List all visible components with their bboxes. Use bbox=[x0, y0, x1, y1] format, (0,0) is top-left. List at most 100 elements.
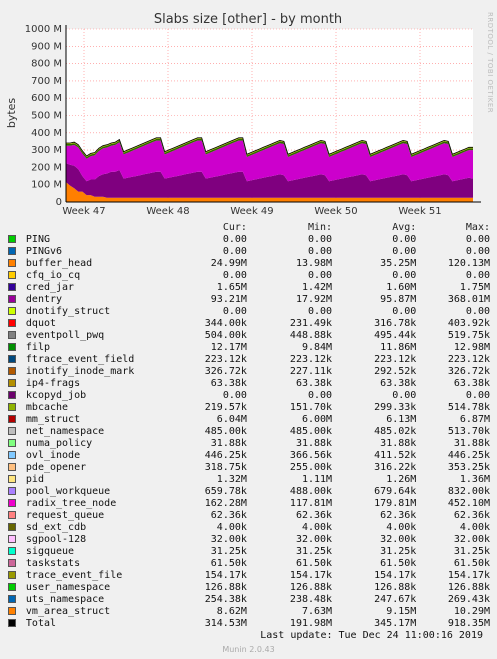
legend-max: 61.50k bbox=[453, 558, 490, 569]
legend-row: filp 12.17M 9.84M 11.86M 12.98M bbox=[8, 342, 490, 354]
legend-avg: 126.88k bbox=[374, 582, 417, 593]
legend-max: 446.25k bbox=[447, 450, 490, 461]
legend-swatch bbox=[8, 270, 18, 282]
legend-row: inotify_inode_mark 326.72k 227.11k 292.52k 3… bbox=[8, 366, 490, 378]
legend-avg: 0.00 bbox=[392, 270, 417, 281]
legend-max: 0.00 bbox=[465, 306, 490, 317]
legend-swatch bbox=[8, 438, 18, 450]
area-series-dentry bbox=[66, 163, 473, 198]
legend-cur: 8.62M bbox=[216, 606, 247, 617]
x-tick-label: Week 51 bbox=[398, 206, 441, 217]
legend-min: 255.00k bbox=[289, 462, 333, 473]
x-tick-label: Week 47 bbox=[62, 206, 105, 217]
legend-series-name: request_queue bbox=[25, 510, 105, 521]
legend-series-name: uts_namespace bbox=[25, 594, 105, 605]
legend-table: Cur: Min: Avg: Max: PING 0.00 0.00 0.00 0.00… bbox=[8, 222, 490, 630]
legend-avg: 345.17M bbox=[374, 618, 417, 629]
legend-swatch bbox=[8, 534, 18, 546]
last-update-text: Last update: Tue Dec 24 11:00:16 2019 bbox=[260, 630, 483, 641]
legend-max: 326.72k bbox=[447, 366, 490, 377]
legend-max: 223.12k bbox=[447, 354, 490, 365]
legend-cur: 61.50k bbox=[210, 558, 247, 569]
legend-row: mm_struct 6.04M 6.00M 6.13M 6.87M bbox=[8, 414, 490, 426]
legend-avg: 63.38k bbox=[380, 378, 417, 389]
legend-series-name: inotify_inode_mark bbox=[25, 366, 135, 377]
legend-cur: 254.38k bbox=[204, 594, 247, 605]
legend-max: 514.78k bbox=[447, 402, 490, 413]
legend-max: 63.38k bbox=[453, 378, 490, 389]
legend-cur: 0.00 bbox=[222, 234, 247, 245]
legend-cur: 0.00 bbox=[222, 246, 247, 257]
legend-min: 31.88k bbox=[295, 438, 333, 449]
legend-min: 191.98M bbox=[289, 618, 333, 629]
legend-series-name: mm_struct bbox=[25, 414, 81, 425]
legend-avg: 316.22k bbox=[374, 462, 417, 473]
legend-max: 120.13M bbox=[447, 258, 490, 269]
legend-min: 7.63M bbox=[301, 606, 333, 617]
legend-max: 918.35M bbox=[447, 618, 490, 629]
y-tick-label: 900 M bbox=[31, 41, 62, 52]
legend-swatch bbox=[8, 486, 18, 498]
y-tick-label: 100 M bbox=[31, 180, 62, 191]
legend-cur: 31.25k bbox=[210, 546, 247, 557]
legend-swatch bbox=[8, 462, 18, 474]
area-series-buffer_head bbox=[66, 182, 473, 202]
legend-swatch bbox=[8, 402, 18, 414]
legend-avg: 11.86M bbox=[380, 342, 417, 353]
y-tick-labels: 0 100 M 200 M 300 M 400 M 500 M 600 M 700 M 800 … bbox=[25, 24, 62, 208]
legend-min: 1.42M bbox=[301, 282, 333, 293]
legend-swatch bbox=[8, 546, 18, 558]
legend-min: 227.11k bbox=[289, 366, 333, 377]
legend-avg: 1.60M bbox=[386, 282, 417, 293]
legend-cur: 0.00 bbox=[222, 306, 247, 317]
legend-swatch bbox=[8, 330, 18, 342]
legend-row: cfq_io_cq 0.00 0.00 0.00 0.00 bbox=[8, 270, 490, 282]
legend-row: kcopyd_job 0.00 0.00 0.00 0.00 bbox=[8, 390, 490, 402]
legend-series-name: numa_policy bbox=[25, 438, 93, 449]
legend-swatch bbox=[8, 522, 18, 534]
legend-min: 154.17k bbox=[289, 570, 333, 581]
legend-series-name: eventpoll_pwq bbox=[25, 330, 105, 341]
legend-series-name: PING bbox=[25, 234, 50, 245]
munin-version-text: Munin 2.0.43 bbox=[222, 645, 275, 654]
legend-min: 61.50k bbox=[295, 558, 333, 569]
header-cur: Cur: bbox=[222, 222, 247, 233]
legend-cur: 62.36k bbox=[210, 510, 247, 521]
legend-max: 0.00 bbox=[465, 270, 490, 281]
y-tick-label: 500 M bbox=[31, 111, 62, 122]
legend-avg: 9.15M bbox=[386, 606, 417, 617]
legend-avg: 223.12k bbox=[374, 354, 417, 365]
legend-row: vm_area_struct 8.62M 7.63M 9.15M 10.29M bbox=[8, 606, 490, 618]
legend-row: uts_namespace 254.38k 238.48k 247.67k 269.43… bbox=[8, 594, 490, 606]
legend-series-name: kcopyd_job bbox=[25, 390, 87, 401]
legend-row: PING 0.00 0.00 0.00 0.00 bbox=[8, 234, 490, 246]
legend-min: 151.70k bbox=[289, 402, 333, 413]
y-tick-label: 300 M bbox=[31, 145, 62, 156]
legend-avg: 316.78k bbox=[374, 318, 417, 329]
legend-avg: 179.81M bbox=[374, 498, 417, 509]
legend-min: 1.11M bbox=[301, 474, 333, 485]
total-line bbox=[66, 137, 473, 157]
legend-series-name: buffer_head bbox=[25, 258, 93, 269]
legend-min: 488.00k bbox=[289, 486, 333, 497]
y-tick-label: 600 M bbox=[31, 93, 62, 104]
legend-swatch bbox=[8, 606, 18, 618]
legend-swatch bbox=[8, 366, 18, 378]
legend-max: 519.75k bbox=[447, 330, 490, 341]
legend-max: 4.00k bbox=[459, 522, 490, 533]
legend-series-name: dnotify_struct bbox=[25, 306, 111, 317]
legend-row: user_namespace 126.88k 126.88k 126.88k 126.8… bbox=[8, 582, 490, 594]
legend-swatch bbox=[8, 390, 18, 402]
legend-avg: 1.26M bbox=[386, 474, 417, 485]
legend-cur: 0.00 bbox=[222, 270, 247, 281]
x-tick-label: Week 49 bbox=[230, 206, 273, 217]
legend-max: 31.88k bbox=[453, 438, 490, 449]
legend-cur: 659.78k bbox=[204, 486, 247, 497]
legend-row: trace_event_file 154.17k 154.17k 154.17k 154… bbox=[8, 570, 490, 582]
legend-avg: 154.17k bbox=[374, 570, 417, 581]
legend-swatch bbox=[8, 258, 18, 270]
y-tick-label: 1000 M bbox=[25, 24, 62, 35]
rrdtool-watermark: RRDTOOL / TOBI OETIKER bbox=[486, 12, 494, 114]
legend-max: 0.00 bbox=[465, 246, 490, 257]
legend-swatch bbox=[8, 426, 18, 438]
